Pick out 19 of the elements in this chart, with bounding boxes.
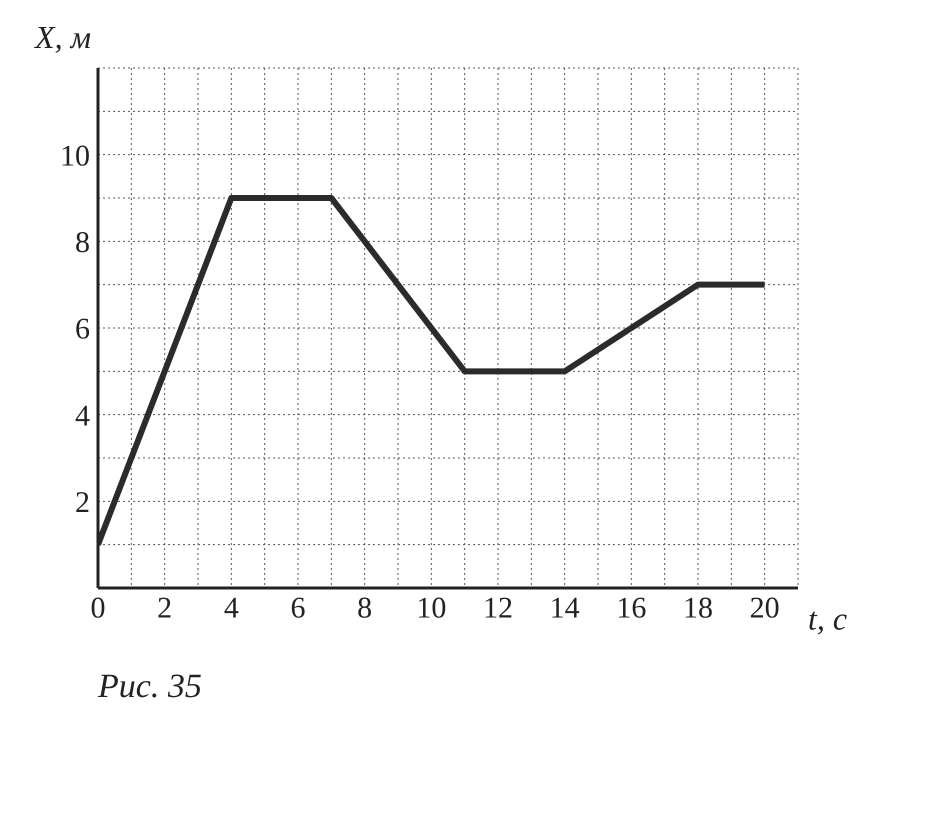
y-tick-label: 6 (75, 312, 90, 346)
y-tick-label: 10 (60, 139, 90, 172)
x-tick-label: 0 (90, 591, 106, 624)
y-tick-label: 2 (75, 486, 90, 519)
x-axis-title: t, с (808, 600, 848, 636)
x-tick-label: 12 (483, 591, 513, 624)
x-tick-label: 16 (616, 591, 646, 624)
text: Рис. 35 (98, 668, 203, 706)
y-axis-title: X, м (33, 19, 91, 55)
x-tick-label: 6 (290, 591, 306, 624)
x-tick-label: 8 (357, 591, 372, 624)
y-tick-label: 4 (75, 399, 90, 432)
y-tick-label: 8 (75, 226, 90, 259)
x-tick-label: 10 (416, 591, 446, 624)
x-tick-label: 20 (750, 591, 780, 624)
x-tick-label: 2 (157, 591, 172, 624)
x-tick-label: 18 (683, 591, 713, 624)
x-tick-label: 14 (550, 591, 580, 624)
x-tick-label: 4 (224, 591, 239, 624)
